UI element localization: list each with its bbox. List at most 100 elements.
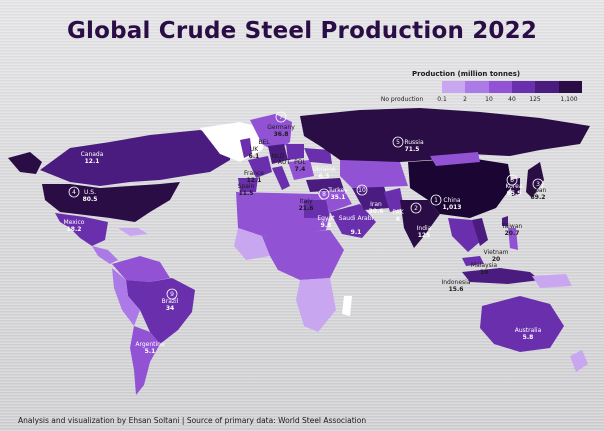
land-malaysia [462, 256, 484, 266]
legend-swatch [511, 81, 536, 93]
country-label-australia: Australia [515, 327, 542, 334]
country-value-brazil: 34 [166, 305, 174, 312]
land-ukraine [304, 148, 332, 164]
country-value-japan: 89.2 [531, 194, 546, 201]
land-middle-east [318, 190, 352, 212]
land-mexico [55, 213, 108, 246]
land-turkey [306, 178, 344, 192]
land-australia [480, 296, 564, 352]
rank-number: 1 [434, 197, 438, 204]
country-label-turkey: Turkey [327, 187, 348, 194]
country-label-germany: Germany [267, 124, 295, 131]
country-value-canada: 12.1 [85, 158, 100, 165]
land-central-america [92, 246, 118, 264]
land-italy [272, 166, 290, 190]
country-label-korea: Korea [505, 183, 522, 190]
country-value-russia: 71.5 [405, 146, 420, 153]
country-value-mexico: 18.2 [67, 226, 82, 233]
legend-swatch [442, 81, 466, 93]
rank-number: 10 [358, 187, 366, 194]
country-label-italy: Italy [299, 198, 312, 205]
legend-label: 125 [529, 96, 541, 103]
country-label-brazil: Brazil [162, 298, 179, 305]
rank-circle [410, 202, 422, 214]
country-label-russia: Russia [404, 139, 424, 146]
rank-number: 3 [536, 181, 540, 188]
country-value-spain: 11.5 [239, 190, 254, 197]
land-pakistan [384, 188, 404, 212]
legend-swatch [465, 81, 489, 93]
rank-number: 2 [414, 205, 418, 212]
country-label-pol: POL [294, 159, 306, 166]
land-southern-africa [296, 278, 336, 332]
country-label-spain: Spain [238, 183, 255, 190]
rank-numbers: 4 7 5 8 1 6 3 10 2 9 [72, 114, 540, 298]
land-iran [352, 186, 390, 210]
rank-number: 5 [396, 139, 400, 146]
land-brazil [126, 278, 195, 344]
country-label-nld: NLD [272, 153, 285, 160]
rank-number: 4 [72, 189, 76, 196]
land-china [408, 158, 512, 218]
land-russia [300, 108, 590, 166]
rank-circle [166, 288, 178, 300]
country-label-bel: BEL [258, 139, 270, 146]
country-value-ukraine: 6.3 [319, 173, 330, 180]
country-value-italy: 21.6 [299, 205, 314, 212]
land-mongolia [430, 152, 480, 166]
rank-number: 7 [279, 114, 283, 121]
land-argentina [130, 326, 160, 395]
country-label-vietnam: Vietnam [483, 249, 508, 256]
land-caribbean [118, 228, 148, 236]
land-papua [532, 274, 572, 288]
land-balkans [288, 160, 314, 180]
land-scandinavia [250, 114, 292, 152]
country-label-us: U.S. [84, 189, 96, 196]
country-labels: Canada 12.1 Germany 36.8 Russia 71.5 UK … [64, 124, 547, 355]
land-vietnam [472, 218, 488, 246]
land-west-africa [234, 228, 270, 260]
rank-markers [68, 111, 544, 300]
country-value-vietnam: 20 [492, 256, 500, 263]
country-value-iran: 30.6 [369, 208, 384, 215]
legend-swatch [488, 81, 512, 93]
country-value-china: 1,013 [443, 204, 462, 211]
country-label-canada: Canada [81, 151, 104, 158]
country-label-india: India [417, 225, 432, 232]
legend-label: 0.1 [437, 96, 447, 103]
land-central-asia [340, 160, 408, 188]
country-label-argentina: Argentina [135, 341, 165, 348]
country-value-argentina: 5.1 [145, 348, 156, 355]
country-value-australia: 5.8 [523, 334, 534, 341]
world-map: 4 7 5 8 1 6 3 10 2 9 Canada 12.1 Germany… [8, 108, 590, 395]
land-madagascar [342, 296, 352, 316]
country-label-ukraine: Ukraine [312, 166, 335, 173]
land-central-africa [262, 230, 344, 280]
rank-number: 9 [170, 291, 174, 298]
land-indonesia [462, 268, 540, 284]
land-spain [238, 178, 258, 192]
land-taiwan [502, 216, 508, 226]
rank-circle [318, 188, 330, 200]
country-label-saudi: Saudi Arabi [339, 215, 374, 222]
legend-labels: No production 0.1 2 10 40 125 1,100 [380, 96, 602, 106]
land-greenland [200, 122, 270, 162]
land-south-america-north [112, 256, 170, 282]
legend-label: No production [380, 96, 424, 103]
rank-number: 6 [510, 177, 514, 184]
country-value-germany: 36.8 [274, 131, 289, 138]
legend-label: 1,100 [560, 96, 578, 103]
land-southeast-asia [448, 218, 482, 252]
country-label-indonesia: Indonesia [441, 279, 470, 286]
rank-circle [532, 178, 544, 190]
country-value-indonesia: 15.6 [449, 286, 464, 293]
country-value-france: 12.1 [247, 177, 262, 184]
legend-swatch [558, 81, 582, 93]
country-label-uk: UK [250, 146, 259, 153]
land-south-america-west [112, 268, 140, 326]
legend-label: 40 [508, 96, 516, 103]
source-credit: Analysis and visualization by Ehsan Solt… [18, 416, 367, 425]
legend-label: 2 [463, 96, 467, 103]
country-label-iran: Iran [370, 201, 382, 208]
country-value-taiwan: 20.7 [505, 230, 520, 237]
